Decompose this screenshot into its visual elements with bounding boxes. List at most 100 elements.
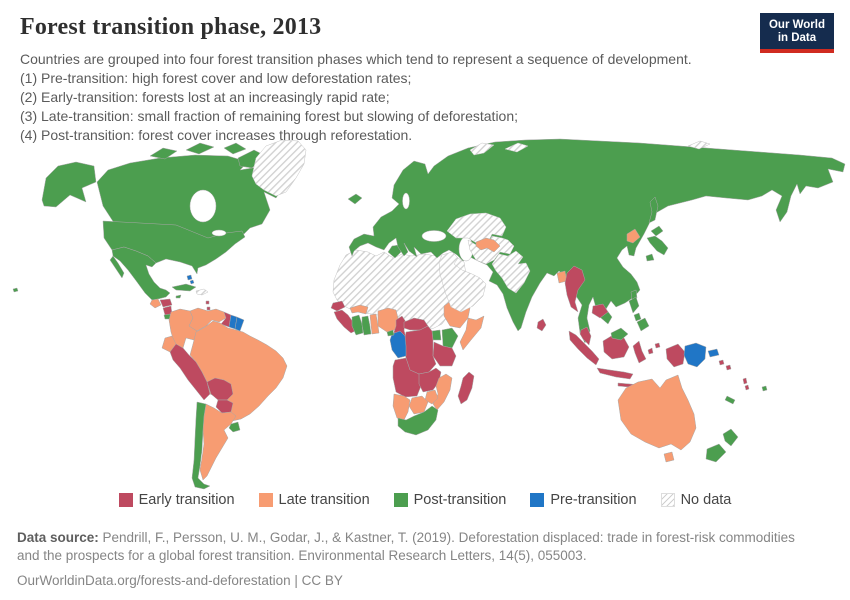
footer-link[interactable]: OurWorldinData.org/forests-and-deforesta…: [17, 573, 343, 588]
legend-item-early-transition[interactable]: Early transition: [118, 492, 235, 508]
region-lesser-antilles[interactable]: [206, 306, 211, 311]
black-sea: [421, 230, 447, 242]
region-japan-hokkaido[interactable]: [650, 225, 664, 237]
region-bolivia[interactable]: [206, 377, 234, 401]
region-kazakhstan[interactable]: [446, 212, 507, 245]
region-bahamas[interactable]: [189, 279, 195, 285]
region-svalbard[interactable]: [469, 142, 495, 156]
region-cote-divoire[interactable]: [351, 314, 364, 336]
region-arctic-islands[interactable]: [223, 142, 247, 155]
region-afghanistan-pakistan[interactable]: [491, 250, 531, 294]
owid-logo[interactable]: Our World in Data: [759, 13, 834, 53]
region-papua-new-guinea[interactable]: [683, 342, 707, 368]
region-fiji[interactable]: [761, 385, 768, 392]
region-cuba[interactable]: [171, 283, 197, 292]
legend-label: Late transition: [278, 492, 370, 508]
region-guyana[interactable]: [220, 311, 232, 328]
region-new-caledonia[interactable]: [724, 395, 736, 405]
region-south-africa[interactable]: [397, 405, 439, 436]
region-tanzania[interactable]: [432, 341, 457, 367]
region-solomon-islands[interactable]: [725, 364, 732, 371]
region-new-zealand-south[interactable]: [705, 443, 727, 463]
region-vanuatu[interactable]: [742, 377, 748, 385]
region-burkina-faso[interactable]: [349, 304, 369, 315]
region-arctic-islands[interactable]: [149, 147, 178, 160]
region-malaysia-borneo[interactable]: [610, 327, 629, 341]
hudson-bay: [189, 189, 217, 223]
legend-item-no-data[interactable]: No data: [660, 492, 732, 508]
region-philippines[interactable]: [633, 312, 642, 322]
legend-swatch-early: [118, 493, 133, 507]
region-new-britain[interactable]: [707, 348, 720, 358]
region-arctic-islands[interactable]: [185, 142, 215, 155]
region-eurasia[interactable]: [348, 138, 846, 344]
region-tasmania[interactable]: [663, 451, 675, 463]
region-new-siberian-islands[interactable]: [687, 140, 711, 150]
region-togo-benin[interactable]: [369, 313, 380, 335]
region-middle-east[interactable]: [438, 251, 487, 313]
region-hawaii[interactable]: [12, 287, 19, 293]
region-sumatra[interactable]: [568, 330, 600, 366]
data-source-label: Data source:: [17, 530, 99, 545]
region-sulawesi[interactable]: [632, 340, 647, 364]
region-mozambique[interactable]: [432, 373, 453, 411]
data-source-text: Pendrill, F., Persson, U. M., Godar, J.,…: [17, 530, 795, 563]
region-west-papua[interactable]: [665, 343, 686, 368]
region-baja-california[interactable]: [109, 255, 125, 279]
legend-item-late-transition[interactable]: Late transition: [258, 492, 370, 508]
region-jamaica[interactable]: [175, 294, 182, 299]
region-kenya[interactable]: [441, 327, 459, 349]
region-bahamas[interactable]: [186, 274, 193, 281]
region-japan-kyushu[interactable]: [645, 253, 655, 262]
subtitle-line: (3) Late-transition: small fraction of r…: [20, 108, 519, 124]
region-malaysia-peninsula[interactable]: [579, 326, 592, 346]
region-maluku[interactable]: [654, 342, 661, 349]
region-philippines[interactable]: [628, 296, 640, 314]
region-lesser-antilles[interactable]: [205, 300, 210, 305]
legend-item-pre-transition[interactable]: Pre-transition: [530, 492, 637, 508]
subtitle-line: (2) Early-transition: forests lost at an…: [20, 89, 390, 105]
region-chile[interactable]: [191, 401, 211, 490]
region-uganda[interactable]: [431, 329, 442, 341]
region-equatorial-guinea[interactable]: [386, 329, 395, 337]
region-sri-lanka[interactable]: [536, 318, 547, 332]
region-solomon-islands[interactable]: [718, 359, 725, 366]
region-madagascar[interactable]: [457, 371, 475, 405]
subtitle-line: Countries are grouped into four forest t…: [20, 51, 692, 67]
owid-logo-line2: in Data: [777, 32, 817, 44]
region-argentina[interactable]: [199, 403, 237, 481]
region-uruguay[interactable]: [228, 421, 241, 433]
region-mexico[interactable]: [111, 246, 171, 301]
region-myanmar[interactable]: [564, 265, 586, 313]
region-north-korea[interactable]: [626, 228, 641, 244]
region-australia[interactable]: [617, 374, 697, 451]
region-new-zealand-north[interactable]: [722, 428, 739, 447]
region-honduras[interactable]: [159, 298, 173, 308]
region-guatemala[interactable]: [149, 298, 162, 309]
region-franz-josef-land[interactable]: [504, 142, 529, 153]
region-sakhalin[interactable]: [648, 196, 659, 224]
region-japan-honshu[interactable]: [646, 235, 669, 256]
region-namibia[interactable]: [392, 393, 411, 421]
region-senegal[interactable]: [330, 300, 346, 312]
legend-label: No data: [680, 492, 732, 508]
region-hispaniola[interactable]: [195, 288, 209, 296]
region-ghana[interactable]: [361, 315, 372, 336]
region-maluku[interactable]: [647, 347, 654, 355]
region-greenland[interactable]: [251, 139, 307, 197]
region-angola[interactable]: [392, 357, 422, 398]
region-vanuatu[interactable]: [744, 384, 750, 391]
legend-swatch-pre: [530, 493, 545, 507]
region-gabon-congo[interactable]: [389, 330, 407, 359]
region-zimbabwe[interactable]: [424, 389, 439, 405]
region-cambodia[interactable]: [591, 303, 609, 319]
region-uzbekistan[interactable]: [475, 237, 501, 253]
region-philippines[interactable]: [636, 317, 650, 332]
region-java[interactable]: [596, 367, 634, 380]
region-alaska[interactable]: [41, 161, 97, 208]
region-somalia[interactable]: [459, 315, 485, 351]
legend-label: Pre-transition: [550, 492, 637, 508]
region-peru[interactable]: [169, 343, 211, 401]
region-iceland[interactable]: [347, 193, 363, 205]
legend-item-post-transition[interactable]: Post-transition: [393, 492, 506, 508]
